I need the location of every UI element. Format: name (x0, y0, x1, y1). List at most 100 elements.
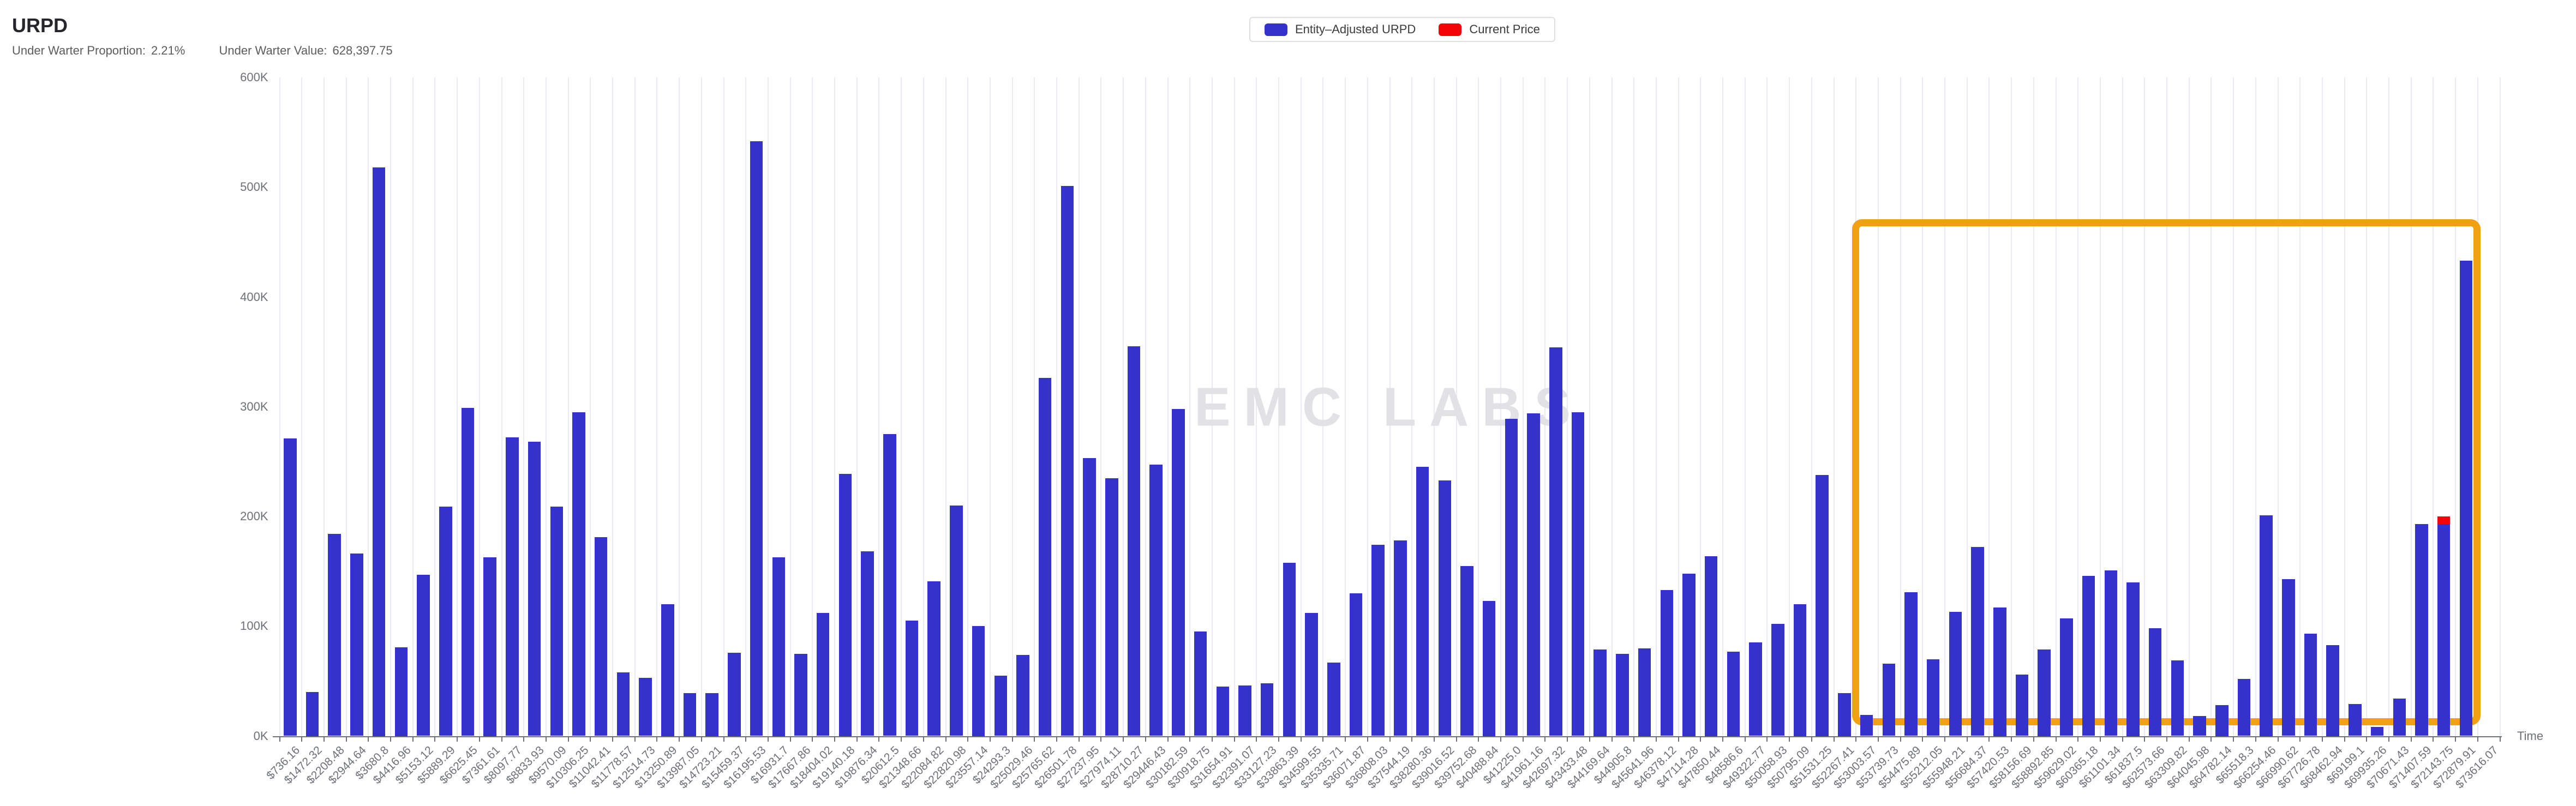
bar[interactable] (2148, 628, 2162, 736)
bar[interactable] (2370, 727, 2384, 736)
bar[interactable] (1549, 347, 1562, 736)
bar[interactable] (772, 557, 786, 736)
bar[interactable] (2193, 716, 2206, 736)
bar[interactable] (816, 613, 830, 736)
bar[interactable] (750, 141, 763, 736)
bar[interactable] (661, 604, 674, 736)
bar[interactable] (2326, 645, 2339, 736)
bar[interactable] (1305, 613, 1318, 736)
bar[interactable] (927, 581, 940, 736)
bar[interactable] (2260, 515, 2273, 736)
bar[interactable] (1416, 467, 1429, 736)
bar[interactable] (1172, 408, 1185, 736)
bar[interactable] (639, 677, 652, 736)
bar[interactable] (2038, 649, 2051, 736)
bar[interactable] (1971, 547, 1984, 736)
bar[interactable] (1438, 480, 1452, 736)
bar[interactable] (483, 557, 496, 736)
bar[interactable] (2104, 570, 2118, 736)
bar[interactable] (528, 442, 541, 736)
bar[interactable] (1949, 612, 1962, 736)
bar[interactable] (594, 537, 608, 736)
bar[interactable] (994, 675, 1008, 736)
bar[interactable] (1904, 592, 1918, 736)
bar[interactable] (972, 626, 985, 736)
bar[interactable] (1283, 562, 1296, 736)
bar[interactable] (2282, 579, 2295, 736)
bar[interactable] (905, 621, 919, 736)
bar[interactable] (1016, 654, 1029, 736)
bar[interactable] (683, 693, 697, 736)
bar[interactable] (1860, 715, 1873, 736)
bar[interactable] (1993, 607, 2006, 736)
bar[interactable] (2393, 699, 2406, 736)
bar[interactable] (1061, 186, 1074, 736)
bar[interactable] (1838, 693, 1851, 736)
bar[interactable] (2060, 618, 2073, 736)
bar[interactable] (950, 505, 963, 736)
bar[interactable] (616, 672, 630, 736)
bar[interactable] (883, 434, 896, 736)
bar[interactable] (2459, 261, 2473, 736)
bar[interactable] (1771, 624, 1784, 736)
bar[interactable] (2437, 524, 2451, 736)
bar[interactable] (1083, 458, 1096, 736)
bar[interactable] (2015, 674, 2029, 736)
bar[interactable] (2349, 704, 2362, 736)
bar[interactable] (461, 407, 475, 736)
bar[interactable] (1816, 474, 1829, 736)
bar[interactable] (350, 554, 363, 736)
bar[interactable] (1616, 653, 1629, 736)
bar[interactable] (1704, 556, 1718, 736)
bar[interactable] (1882, 663, 1896, 736)
bar[interactable] (1593, 649, 1607, 736)
bar[interactable] (550, 506, 564, 736)
bar[interactable] (284, 438, 297, 736)
legend-item-entity-adjusted-urpd[interactable]: Entity–Adjusted URPD (1265, 22, 1416, 37)
bar[interactable] (1149, 465, 1163, 736)
bar[interactable] (328, 534, 341, 736)
bar[interactable] (1216, 686, 1230, 736)
bar[interactable] (439, 506, 452, 736)
bar[interactable] (1660, 590, 1674, 736)
bar[interactable] (1238, 685, 1251, 736)
bar[interactable] (705, 693, 718, 736)
bar[interactable] (1038, 378, 1052, 736)
bar[interactable] (1482, 601, 1496, 736)
bar[interactable] (2171, 660, 2184, 736)
bar[interactable] (838, 473, 852, 736)
bar[interactable] (417, 574, 430, 736)
bar[interactable] (1926, 659, 1940, 736)
bar[interactable] (1682, 573, 1696, 736)
bar[interactable] (1749, 642, 1762, 736)
bar[interactable] (2215, 705, 2228, 736)
bar[interactable] (861, 551, 874, 736)
bar[interactable] (305, 692, 319, 736)
bar[interactable] (1460, 566, 1473, 736)
bar[interactable] (1505, 418, 1518, 736)
bar[interactable] (1127, 346, 1141, 736)
legend-item-current-price[interactable]: Current Price (1439, 22, 1540, 37)
current-price-marker[interactable] (2437, 516, 2451, 525)
bar[interactable] (2304, 634, 2317, 736)
bar[interactable] (1327, 662, 1340, 736)
bar[interactable] (1571, 412, 1585, 736)
bar[interactable] (1105, 478, 1118, 736)
bar[interactable] (394, 647, 408, 736)
bar[interactable] (2082, 575, 2095, 736)
bar[interactable] (728, 652, 741, 736)
bar[interactable] (1638, 648, 1651, 736)
bar[interactable] (1793, 604, 1807, 736)
bar[interactable] (1194, 631, 1207, 736)
bar[interactable] (1527, 413, 1540, 736)
bar[interactable] (1371, 545, 1385, 736)
bar[interactable] (1260, 683, 1274, 736)
bar[interactable] (794, 653, 807, 736)
bar[interactable] (1394, 540, 1407, 736)
bar[interactable] (572, 412, 585, 736)
bar[interactable] (1349, 593, 1363, 736)
bar[interactable] (2237, 678, 2251, 736)
bar[interactable] (2126, 582, 2140, 736)
bar[interactable] (506, 437, 519, 736)
bar[interactable] (1727, 651, 1740, 736)
